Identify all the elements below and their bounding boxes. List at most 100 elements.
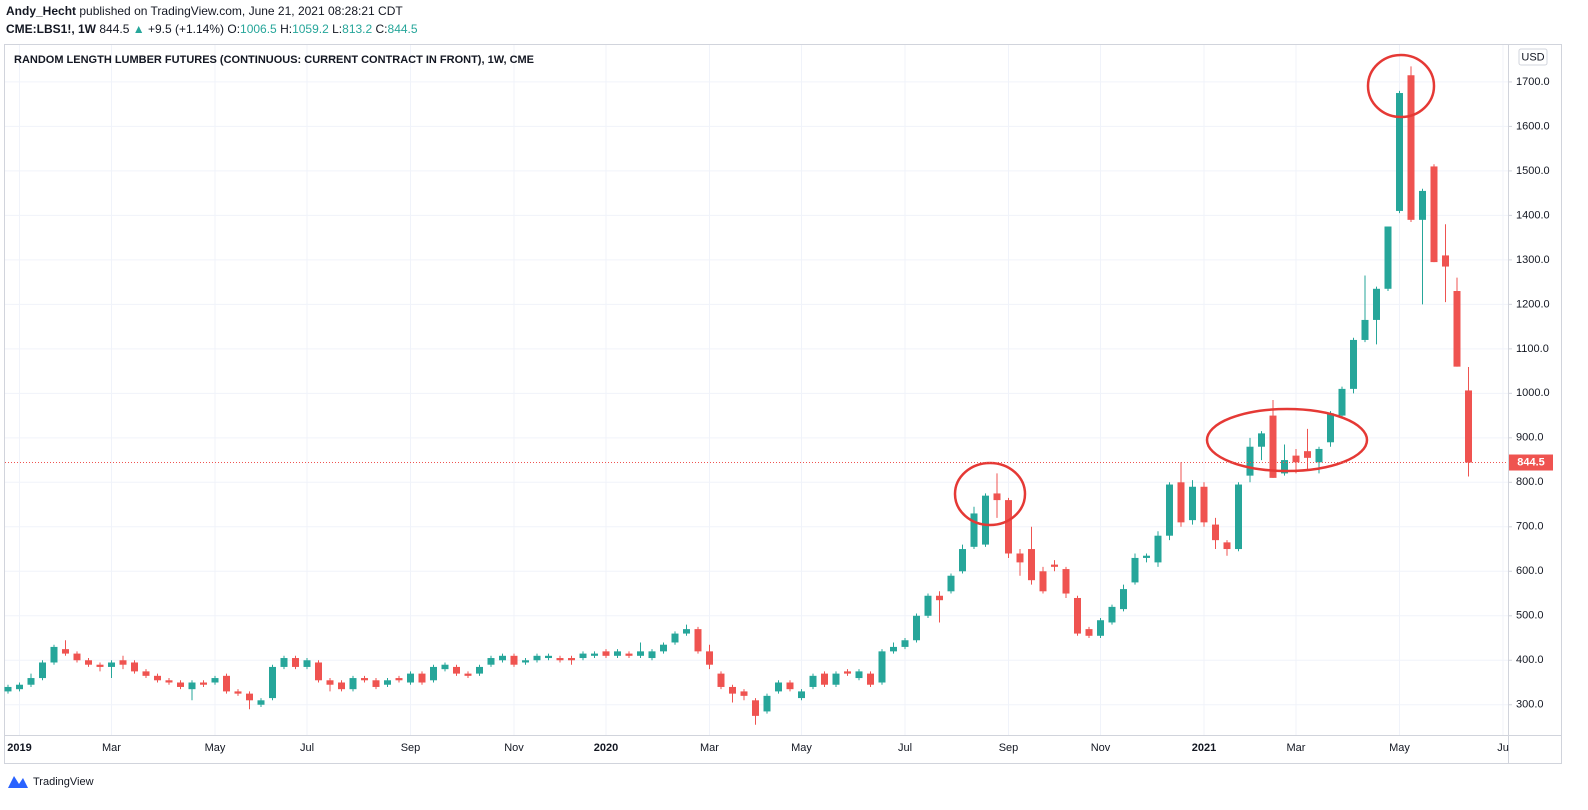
candle-body [729, 686, 736, 694]
y-tick-label: 1100.0 [1516, 343, 1549, 355]
candle-body [533, 655, 541, 661]
chart-frame [4, 44, 1562, 764]
y-tick-label: 1500.0 [1516, 165, 1550, 177]
candle-body [1419, 190, 1426, 220]
y-tick-label: 400.0 [1516, 654, 1544, 666]
x-tick-label: May [205, 742, 226, 754]
candle-body [73, 653, 81, 661]
candle-body [234, 691, 242, 694]
candle-body [349, 678, 357, 690]
y-tick-label: 500.0 [1516, 610, 1544, 622]
candle-body [1315, 448, 1323, 463]
candle-body [1327, 413, 1334, 443]
x-tick-label: Nov [1091, 742, 1111, 754]
y-tick-label: 800.0 [1516, 476, 1544, 488]
l-label: L: [332, 22, 342, 36]
footer-logo [8, 776, 28, 788]
h: 1059.2 [292, 22, 329, 36]
candle-body [418, 673, 426, 683]
candle-body [464, 673, 472, 676]
candle-body [292, 658, 299, 667]
candle-body [625, 653, 633, 656]
candle-body [200, 682, 207, 685]
candle-body [890, 646, 897, 652]
x-tick-label: May [791, 742, 812, 754]
x-tick-label: Nov [504, 742, 524, 754]
candle-body [1281, 460, 1288, 474]
candle-body [545, 655, 552, 659]
x-tick-label: 2019 [7, 742, 31, 754]
candle-body [499, 655, 506, 661]
candle-body [1212, 524, 1219, 541]
currency: USD [1521, 51, 1544, 63]
candle-body [637, 651, 644, 656]
x-tick-label: Sep [999, 742, 1019, 754]
grid [5, 45, 1508, 735]
candle-body [660, 644, 667, 652]
candle-body [1442, 255, 1449, 267]
candle-body [1166, 484, 1173, 536]
y-tick-label: 1400.0 [1516, 209, 1550, 221]
candle-body [257, 700, 265, 705]
candle-body [1177, 482, 1185, 523]
candle-body [947, 575, 955, 592]
candle-body [384, 680, 391, 685]
y-tick-label: 1700.0 [1516, 76, 1550, 88]
y-tick-label: 300.0 [1516, 699, 1544, 711]
candle-body [878, 651, 886, 683]
candle-body [338, 682, 345, 690]
candle-body [568, 658, 575, 661]
candle-body [786, 682, 794, 690]
candle-body [1246, 446, 1254, 476]
candle-body [1304, 451, 1311, 458]
candle-body [1016, 553, 1024, 563]
candle-body [913, 615, 920, 641]
x-tick-label: Mar [700, 742, 719, 754]
candle-body [430, 666, 437, 681]
candle-body [809, 675, 817, 687]
author: Andy_Hecht [6, 4, 76, 18]
currency-box [1518, 48, 1548, 66]
candle-body [1235, 484, 1242, 550]
candle-body [441, 664, 449, 670]
candle-body [1384, 226, 1392, 289]
candle-body [119, 660, 127, 665]
candle-body [315, 662, 322, 681]
candle-body [1097, 620, 1104, 636]
change: +9.5 (+1.14%) [148, 22, 224, 36]
x-tick-label: 2021 [1192, 742, 1216, 754]
candle-body [1051, 564, 1058, 567]
candle-body [303, 660, 311, 667]
candle-body [27, 678, 35, 685]
candle-body [269, 666, 276, 699]
candle-body [936, 595, 943, 601]
candle-body [556, 658, 564, 661]
annotation-circle [953, 461, 1027, 527]
y-tick-label: 1600.0 [1516, 120, 1550, 132]
header-line-1: Andy_Hecht published on TradingView.com,… [6, 4, 403, 18]
candle-body [798, 691, 805, 699]
candle-body [1396, 93, 1403, 211]
candle-body [395, 678, 403, 681]
candle-body [246, 693, 253, 701]
candle-body [1189, 486, 1196, 521]
candle-body [4, 686, 12, 692]
candle-body [924, 595, 932, 616]
candle-body [775, 682, 782, 692]
candle-body [361, 678, 368, 681]
candle-body [855, 671, 863, 679]
candles [4, 66, 1472, 725]
arrow: ▲ [133, 22, 145, 36]
x-tick-label: Mar [1287, 742, 1306, 754]
candle-body [706, 651, 713, 665]
y-tick-label: 1300.0 [1516, 254, 1550, 266]
candle-body [372, 680, 380, 687]
candle-body [131, 662, 138, 672]
candle-body [671, 633, 679, 643]
candle-body [50, 646, 58, 663]
last-price-box [1509, 454, 1553, 471]
candle-body [1062, 569, 1070, 594]
candle-body [62, 649, 69, 654]
candle-body [85, 660, 92, 665]
candle-body [1131, 557, 1139, 583]
